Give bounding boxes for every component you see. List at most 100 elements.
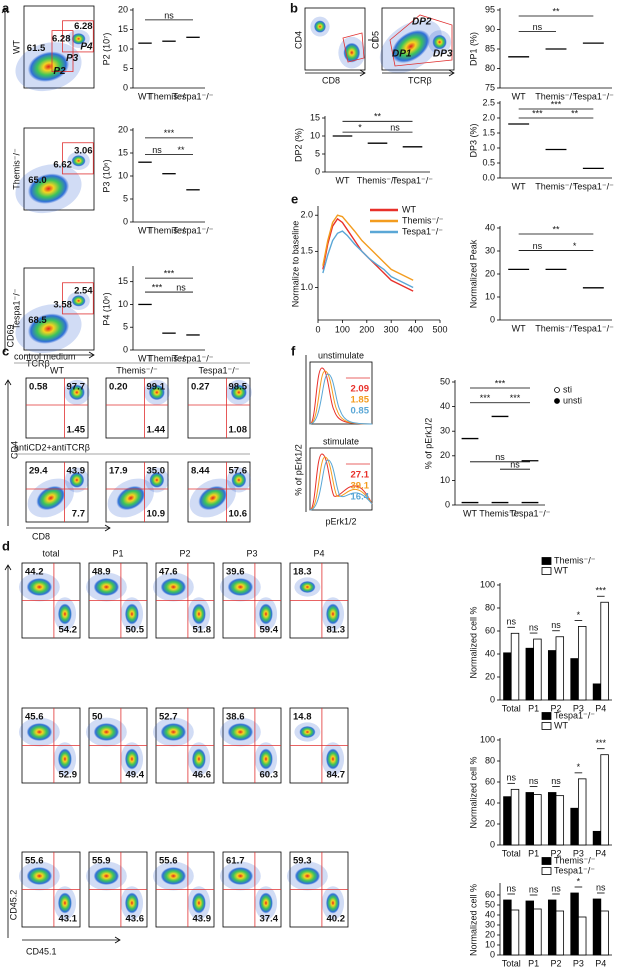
- significance-label: ns: [495, 452, 505, 462]
- x-tick-label: Tespa1⁻/⁻: [573, 91, 614, 101]
- cell-density: [57, 603, 72, 625]
- significance-label: *: [573, 241, 577, 251]
- percent-label: 3.58: [53, 299, 72, 310]
- significance-label: ns: [596, 882, 606, 892]
- y-tick-label: 1.5: [482, 127, 495, 137]
- axis-label: CD8: [322, 75, 340, 85]
- cell-density: [93, 723, 120, 741]
- legend-label: Themis⁻/⁻: [402, 215, 444, 225]
- y-tick-label: 0: [490, 694, 495, 704]
- y-tick-label: 10: [118, 299, 128, 309]
- significance-label: **: [552, 6, 560, 16]
- quadrant-percent: 43.6: [126, 914, 145, 925]
- y-tick-label: 95: [485, 4, 495, 14]
- significance-label: ns: [529, 884, 539, 894]
- legend-swatch: [541, 722, 552, 730]
- y-tick-label: 20: [440, 450, 450, 460]
- quadrant-percent: 37.4: [260, 914, 279, 925]
- gate-label: P4: [80, 42, 93, 53]
- cell-density: [124, 603, 139, 625]
- significance-label: ns: [533, 22, 543, 32]
- cell-density: [57, 892, 72, 914]
- quadrant-percent: 10.6: [229, 509, 248, 520]
- percent-label: 68.5: [28, 315, 47, 326]
- x-tick-label: P3: [573, 703, 584, 713]
- quadrant-percent: 39.6: [226, 567, 245, 578]
- x-tick-label: P1: [528, 703, 539, 713]
- x-tick-label: Themis⁻/⁻: [148, 353, 190, 363]
- histogram-title: stimulate: [323, 436, 359, 446]
- cell-density: [191, 603, 206, 625]
- x-tick-label: WT: [138, 225, 152, 235]
- legend-marker: [554, 387, 560, 393]
- percent-label: 61.5: [27, 43, 46, 54]
- y-axis-label: DP1 (%): [468, 32, 478, 66]
- axis-label: CD4: [293, 31, 303, 49]
- y-axis-label: P2 (10⁷): [101, 33, 111, 66]
- y-tick-label: 60: [485, 625, 495, 635]
- percent-label: 16.4: [351, 492, 370, 503]
- gate: [62, 20, 94, 53]
- y-tick-label: 40: [485, 797, 495, 807]
- significance-label: ns: [510, 460, 520, 470]
- row-label: Themis⁻/⁻: [11, 148, 21, 190]
- y-tick-label: 0: [123, 216, 128, 226]
- quadrant-percent: 43.1: [59, 914, 78, 925]
- cell-density: [231, 472, 247, 488]
- quadrant-percent: 84.7: [327, 770, 346, 781]
- y-tick-label: 15: [118, 24, 128, 34]
- quadrant-percent: 98.5: [229, 382, 248, 393]
- y-tick-label: 0: [123, 344, 128, 354]
- cell-density: [71, 295, 86, 307]
- cell-density: [160, 578, 187, 596]
- bar: [533, 794, 542, 846]
- x-tick-label: P3: [573, 848, 584, 858]
- axis-label: CD45.2: [8, 890, 18, 921]
- axis-label: % of pErk1/2: [293, 444, 303, 496]
- x-tick-label: P2: [550, 848, 561, 858]
- bar: [570, 807, 579, 846]
- significance-label: ***: [596, 738, 607, 748]
- quadrant-percent: 50.5: [126, 625, 145, 636]
- cell-density: [148, 384, 165, 401]
- legend-label: Themis⁻/⁻: [554, 555, 596, 565]
- arrow-head: [4, 564, 12, 571]
- significance-label: *: [577, 762, 581, 772]
- y-tick-label: 5: [315, 148, 320, 158]
- legend-swatch: [541, 857, 552, 865]
- gate-label: DP2: [412, 17, 432, 28]
- quadrant-percent: 40.2: [327, 914, 346, 925]
- y-tick-label: 80: [485, 602, 495, 612]
- significance-label: ns: [176, 282, 186, 292]
- x-tick-label: Tespa1⁻/⁻: [392, 175, 433, 185]
- y-tick-label: 100: [480, 734, 495, 744]
- percent-label: 0.85: [351, 406, 370, 417]
- bar: [578, 626, 587, 701]
- legend-label: Tespa1⁻/⁻: [554, 710, 595, 720]
- column-label: total: [42, 548, 59, 558]
- quadrant-percent: 50: [92, 712, 103, 723]
- quadrant-percent: 29.4: [29, 466, 48, 477]
- quadrant-percent: 49.4: [126, 770, 145, 781]
- percent-label: 39.1: [351, 481, 370, 492]
- cell-density: [391, 29, 431, 64]
- bar: [600, 754, 609, 846]
- bar: [592, 830, 602, 846]
- bar: [525, 792, 535, 846]
- y-tick-label: 5: [123, 322, 128, 332]
- significance-label: ***: [551, 99, 562, 109]
- y-tick-label: 0: [445, 499, 450, 509]
- cell-density: [160, 723, 187, 741]
- quadrant-percent: 46.6: [193, 770, 212, 781]
- gate-label: P3: [66, 53, 79, 64]
- cell-density: [325, 892, 340, 914]
- cell-density: [26, 723, 53, 741]
- y-axis-label: Normalized cell %: [468, 756, 478, 828]
- bar: [525, 647, 535, 701]
- percent-label: 1.85: [351, 395, 370, 406]
- significance-label: ns: [551, 620, 561, 630]
- cell-density: [26, 867, 53, 885]
- significance-label: **: [552, 224, 560, 234]
